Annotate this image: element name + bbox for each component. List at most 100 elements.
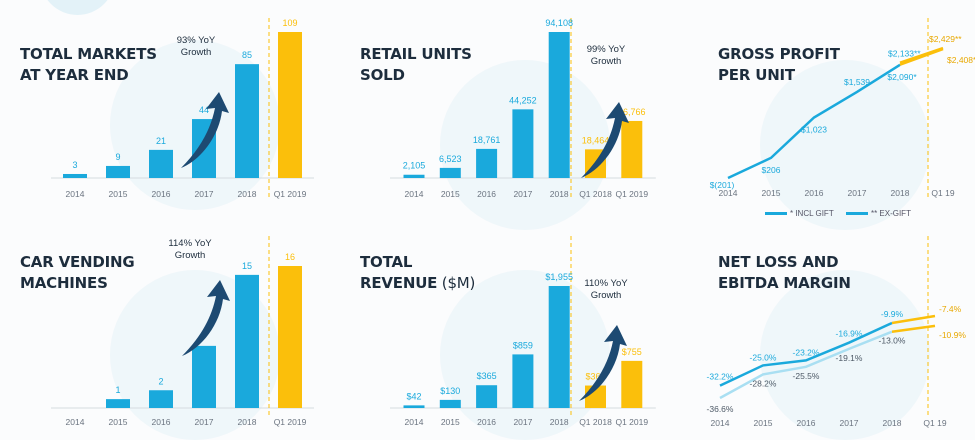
- x-tick-label: 2018: [238, 417, 257, 427]
- chart-legend: * INCL GIFT ** EX-GIFT: [765, 209, 921, 218]
- panel-title: CAR VENDING MACHINES: [20, 252, 135, 294]
- panel-title: TOTAL REVENUE ($M): [360, 252, 475, 294]
- bar-value-label: 44,252: [509, 95, 537, 105]
- bar-value-label: 16: [285, 252, 295, 262]
- title-line: CAR VENDING: [20, 253, 135, 271]
- legend-swatch: [845, 212, 868, 216]
- bar: [548, 286, 570, 408]
- panel-title: GROSS PROFIT PER UNIT: [718, 44, 840, 86]
- point-value-label: $1,539: [844, 77, 870, 87]
- bar: [235, 64, 259, 178]
- x-tick-label: 2015: [441, 417, 460, 427]
- x-tick-label: 2016: [805, 188, 824, 198]
- series-line-latest: [899, 46, 944, 64]
- growth-arrow-icon: [579, 325, 627, 401]
- bar-value-label: $360: [585, 372, 605, 382]
- title-line: AT YEAR END: [20, 66, 129, 84]
- bar: [235, 274, 259, 408]
- title-line: SOLD: [360, 66, 405, 84]
- point-value-label: -13.0%: [879, 336, 906, 346]
- bar: [106, 399, 130, 408]
- bar: [512, 354, 534, 408]
- bar-value-label: 9: [115, 152, 120, 162]
- x-tick-label: Q1 19: [931, 188, 954, 198]
- panel-title: RETAIL UNITS SOLD: [360, 44, 472, 86]
- growth-label: Growth: [175, 250, 206, 261]
- growth-label: 114% YoY: [168, 238, 212, 249]
- bar-value-label: 2,105: [403, 161, 426, 171]
- bar: [403, 405, 425, 408]
- legend-item-ex-gift: ** EX-GIFT: [845, 209, 911, 218]
- bar-value-label: $755: [622, 347, 642, 357]
- x-tick-label: 2014: [405, 417, 424, 427]
- bar: [512, 109, 534, 178]
- x-tick-label: 2017: [848, 188, 867, 198]
- x-tick-label: 2014: [66, 189, 85, 199]
- x-tick-label: 2016: [477, 189, 496, 199]
- panel-total-markets: TOTAL MARKETS AT YEAR END 3 2014 9 2015 21 20…: [0, 0, 320, 215]
- title-line: RETAIL UNITS: [360, 45, 472, 63]
- title-line: TOTAL MARKETS: [20, 45, 157, 63]
- chart-total-markets: 3 2014 9 2015 21 2016 44 2017 85 2018 109 Q1 2019 93…: [51, 18, 314, 200]
- title-unit: ($M): [437, 274, 476, 292]
- growth-label: 110% YoY: [584, 278, 628, 289]
- point-value-label: -25.0%: [750, 352, 777, 362]
- bar: [621, 120, 643, 178]
- bar-value-label: $365: [477, 371, 497, 381]
- bar-value-label: 2: [158, 376, 163, 386]
- x-tick-label: 2018: [238, 189, 257, 199]
- point-value-label: $206: [762, 165, 781, 175]
- panel-title: TOTAL MARKETS AT YEAR END: [20, 44, 157, 86]
- x-tick-label: 2016: [477, 417, 496, 427]
- bar-value-label: 109: [282, 18, 297, 28]
- x-tick-label: 2014: [719, 188, 738, 198]
- series-line: [719, 321, 893, 387]
- legend-swatch: [765, 212, 787, 216]
- growth-arrow-icon: [581, 102, 629, 178]
- bar: [106, 165, 130, 178]
- x-tick-label: Q1 2019: [274, 189, 307, 199]
- x-tick-label: Q1 2019: [274, 417, 307, 427]
- title-line: PER UNIT: [718, 66, 795, 84]
- bar-value-label: $859: [513, 340, 533, 350]
- point-value-label: $2,090*: [887, 72, 917, 82]
- bar-value-label: 44: [199, 105, 209, 115]
- x-tick-label: 2018: [883, 418, 902, 428]
- chart-retail-units: 2,105 2014 6,523 2015 18,761 2016 44,252 2017 94…: [390, 18, 656, 200]
- growth-label: 99% YoY: [587, 44, 626, 55]
- bar-value-label: 85: [242, 50, 252, 60]
- point-value-label: -19.1%: [836, 353, 863, 363]
- point-value-label: -7.4%: [939, 304, 962, 314]
- legend-label: * INCL GIFT: [790, 209, 834, 218]
- point-value-label: -16.9%: [836, 329, 863, 339]
- x-tick-label: 2015: [762, 188, 781, 198]
- point-value-label: $2,429**: [929, 34, 962, 44]
- x-tick-label: 2017: [513, 189, 532, 199]
- bar: [439, 167, 461, 178]
- point-value-label: -25.5%: [793, 371, 820, 381]
- bar-value-label: $130: [440, 386, 460, 396]
- point-value-label: -28.2%: [750, 378, 777, 388]
- chart-net-loss: -32.2% -25.0% -23.2% -16.9% -9.9% -7.4% -36.6%…: [707, 236, 966, 428]
- bar-value-label: 18,761: [473, 135, 501, 145]
- x-tick-label: 2014: [405, 189, 424, 199]
- x-tick-label: 2017: [513, 417, 532, 427]
- bar-value-label: 15: [242, 261, 252, 271]
- bar-value-label: 21: [156, 136, 166, 146]
- growth-label: Growth: [181, 47, 212, 58]
- bar: [476, 385, 498, 408]
- x-tick-label: 2018: [550, 189, 569, 199]
- bar-value-label: 94,108: [545, 18, 573, 28]
- title-line: EBITDA MARGIN: [718, 274, 851, 292]
- x-tick-label: 2017: [195, 189, 214, 199]
- x-tick-label: 2016: [797, 418, 816, 428]
- bar-value-label: 36,766: [618, 107, 646, 117]
- x-tick-label: 2016: [152, 189, 171, 199]
- x-tick-label: 2015: [109, 417, 128, 427]
- growth-arrow-icon: [181, 92, 229, 168]
- panel-gross-profit: GROSS PROFIT PER UNIT $(201) $206 $1,023 $1…: [660, 0, 975, 215]
- x-tick-label: Q1 19: [923, 418, 946, 428]
- x-tick-label: 2015: [109, 189, 128, 199]
- bar: [192, 345, 216, 408]
- point-value-label: $(201): [710, 180, 735, 190]
